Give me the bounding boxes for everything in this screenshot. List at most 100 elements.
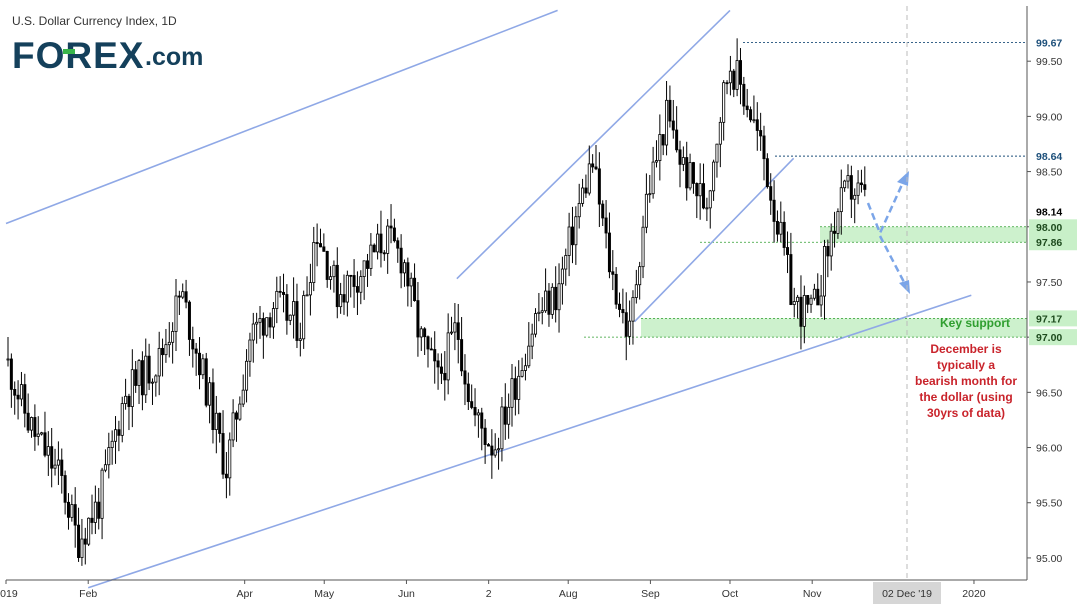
candle-body	[60, 459, 64, 476]
candle-body	[352, 275, 356, 287]
candle-body	[93, 501, 97, 523]
candle-body	[221, 433, 225, 475]
candle-body	[618, 303, 622, 310]
candle-body	[759, 130, 763, 137]
candle-body	[208, 382, 212, 406]
candle-body	[812, 288, 816, 299]
current-price-badge-bg	[1029, 203, 1077, 220]
candle-body	[822, 246, 826, 297]
candle-body	[523, 365, 527, 371]
candle-body	[651, 161, 655, 195]
candle-body	[416, 300, 420, 338]
candle-body	[762, 135, 766, 160]
zone-badge-label: 98.00	[1036, 222, 1062, 234]
forex-logo: FOREX .com	[12, 35, 203, 76]
time-tick-label: Sep	[641, 588, 660, 600]
candle-body	[765, 158, 769, 188]
candle-body	[134, 369, 138, 386]
candle-body	[318, 243, 322, 248]
candle-body	[389, 225, 393, 229]
candle-body	[110, 440, 114, 448]
candle-body	[204, 358, 208, 406]
candle-body	[641, 226, 645, 268]
candle-body	[73, 504, 77, 526]
candle-body	[292, 301, 296, 316]
candle-body	[624, 312, 628, 337]
level-badge-label: 99.67	[1036, 37, 1062, 49]
candle-body	[439, 366, 443, 374]
candle-body	[413, 277, 417, 301]
candle-body	[181, 291, 185, 298]
chart-title: U.S. Dollar Currency Index, 1D	[12, 14, 177, 28]
candle-body	[638, 266, 642, 286]
candle-body	[688, 162, 692, 189]
candle-body	[597, 168, 601, 205]
candle-body	[658, 134, 662, 161]
candle-body	[265, 317, 269, 336]
candle-body	[705, 207, 709, 210]
candle-body	[560, 268, 564, 285]
candle-body	[806, 295, 810, 305]
december-note-line: 30yrs of data)	[927, 406, 1005, 420]
candle-body	[517, 375, 521, 400]
zone-upper	[820, 226, 1027, 243]
candle-body	[584, 187, 588, 194]
candle-body	[241, 389, 245, 405]
candle-body	[144, 355, 148, 396]
candle-body	[201, 358, 205, 376]
candle-body	[87, 517, 91, 545]
candle-body	[33, 417, 37, 437]
candle-body	[843, 180, 847, 189]
candle-body	[117, 429, 121, 436]
trend-line-4	[87, 294, 972, 589]
logo-suffix: .com	[145, 43, 203, 71]
price-axis-ticks: 95.00 95.50 96.00 96.50 97.00 97.50 98.00 98.50…	[1027, 56, 1062, 565]
candle-body	[493, 449, 497, 456]
candle-body	[745, 105, 749, 111]
candle-body	[268, 317, 272, 328]
projection-down	[878, 235, 908, 287]
candle-body	[258, 318, 262, 323]
level-lines	[743, 41, 1027, 157]
candle-body	[214, 412, 218, 431]
candle-body	[379, 233, 383, 254]
candle-body	[537, 311, 541, 314]
candle-body	[339, 294, 343, 308]
candle-body	[725, 82, 729, 85]
candle-body	[271, 308, 275, 328]
candle-body	[513, 378, 517, 400]
candle-body	[554, 286, 558, 311]
candle-body	[520, 370, 524, 377]
candle-body	[40, 432, 44, 435]
candle-body	[796, 296, 800, 302]
candle-body	[446, 332, 450, 381]
candle-body	[470, 401, 474, 408]
candle-body	[772, 199, 776, 222]
candle-body	[234, 412, 238, 420]
current-date-label: 02 Dec '19	[882, 588, 932, 600]
candle-body	[171, 331, 175, 343]
candle-body	[544, 290, 548, 312]
zone-badge-bg	[1029, 310, 1077, 327]
current-price-badge-label: 98.14	[1036, 206, 1062, 218]
candle-body	[668, 99, 672, 122]
candle-body	[463, 370, 467, 385]
candle-body	[177, 295, 181, 298]
trend-line-2	[456, 9, 731, 280]
candle-body	[644, 193, 648, 228]
candle-body	[718, 121, 722, 145]
price-tick-label: 98.50	[1036, 167, 1062, 179]
candle-body	[56, 459, 60, 466]
price-tick-label: 99.00	[1036, 111, 1062, 123]
candle-body	[164, 344, 168, 356]
candle-body	[50, 446, 54, 469]
candle-body	[399, 247, 403, 274]
candle-body	[728, 70, 732, 84]
candle-body	[809, 297, 813, 305]
candle-body	[782, 221, 786, 248]
candle-body	[738, 60, 742, 85]
time-tick-label: Aug	[559, 588, 578, 600]
candle-body	[698, 183, 702, 197]
candle-body	[460, 339, 464, 372]
candle-body	[661, 134, 665, 146]
